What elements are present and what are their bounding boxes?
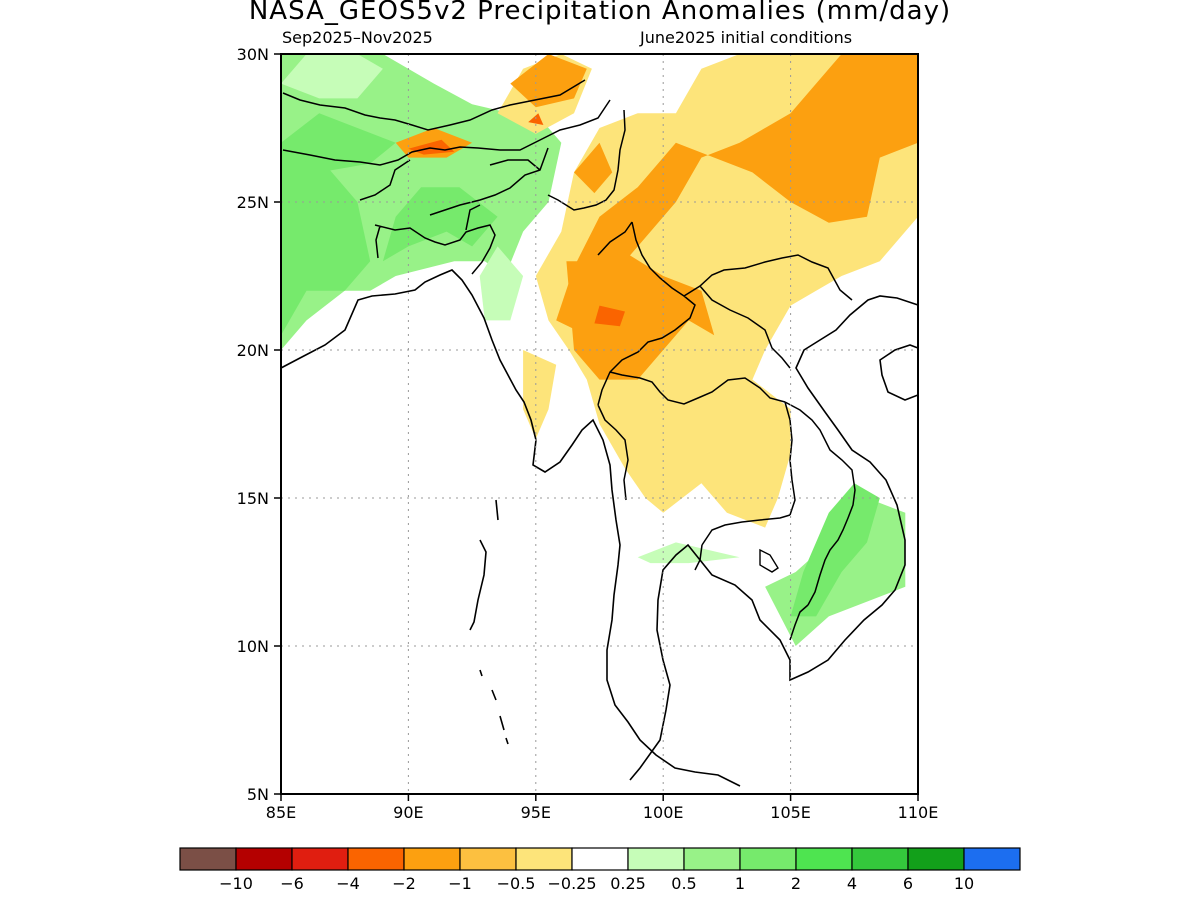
colorbar-label: 1 [735, 874, 745, 893]
anomaly-region-2 [479, 246, 524, 321]
colorbar-label: 0.5 [671, 874, 696, 893]
plot-border [280, 53, 919, 795]
colorbar: −10 −6 −4 −2 −1 −0.5 −0.25 0.25 0.5 1 2 4 6 10 [179, 847, 1021, 893]
colorbar-swatch [627, 847, 685, 871]
colorbar-swatch [179, 847, 237, 871]
lat-tick-label: 15N [237, 489, 269, 508]
border-lines [282, 79, 856, 641]
colorbar-swatch [459, 847, 517, 871]
anomaly-region-5 [281, 113, 396, 173]
anomaly-region-10 [523, 350, 557, 439]
lat-tick-label: 20N [237, 341, 269, 360]
lon-tick-label: 95E [521, 803, 551, 822]
colorbar-label: 6 [903, 874, 913, 893]
anomaly-region-19 [528, 113, 544, 125]
colorbar-swatch [963, 847, 1021, 871]
colorbar-swatch [907, 847, 965, 871]
anomaly-region-13 [566, 252, 715, 380]
map-frame: 85E 90E 95E 100E 105E 110E 5N 10N 15N 20N 25N 30N [237, 45, 939, 822]
anomaly-region-4 [382, 187, 498, 262]
colorbar-swatch [571, 847, 629, 871]
colorbar-label: −0.5 [497, 874, 536, 893]
colorbar-swatch [235, 847, 293, 871]
anomaly-region-1 [281, 54, 383, 99]
lon-tick-label: 85E [266, 803, 296, 822]
colorbar-swatch [739, 847, 797, 871]
colorbar-label: −6 [280, 874, 304, 893]
coastline-nicobar-islands [491, 689, 509, 745]
colorbar-label: 2 [791, 874, 801, 893]
anomaly-region-17 [594, 305, 625, 327]
anomaly-region-7 [790, 483, 880, 617]
anomaly-region-16 [574, 142, 613, 194]
lat-tick-label: 5N [247, 785, 269, 804]
colorbar-label: −2 [392, 874, 416, 893]
colorbar-label: −10 [219, 874, 253, 893]
country-borders-layer [282, 79, 856, 641]
lat-tick-label: 30N [237, 45, 269, 64]
coastline-andaman-islands [469, 499, 499, 677]
colorbar-swatch [291, 847, 349, 871]
colorbar-swatch [347, 847, 405, 871]
lon-tick-label: 90E [393, 803, 423, 822]
colorbar-label: −4 [336, 874, 360, 893]
colorbar-swatch [795, 847, 853, 871]
colorbar-label: −1 [448, 874, 472, 893]
coastline-mainland [280, 269, 919, 787]
anomaly-region-3 [281, 142, 371, 336]
coastline-layer [280, 269, 919, 787]
initial-conditions-label: June2025 initial conditions [640, 28, 853, 47]
anomaly-region-12 [556, 54, 918, 336]
colorbar-label: −0.25 [547, 874, 596, 893]
lon-tick-label: 105E [770, 803, 811, 822]
lat-tick-label: 10N [237, 637, 269, 656]
forecast-period: Sep2025–Nov2025 [282, 28, 433, 47]
coastline-hainan [879, 344, 919, 401]
lon-tick-label: 110E [898, 803, 939, 822]
colorbar-swatch [403, 847, 461, 871]
colorbar-swatch [683, 847, 741, 871]
map-title: NASA_GEOS5v2 Precipitation Anomalies (mm… [248, 0, 952, 26]
colorbar-swatch [851, 847, 909, 871]
lon-tick-label: 100E [643, 803, 684, 822]
anomaly-region-14 [510, 54, 587, 108]
colorbar-label: 4 [847, 874, 857, 893]
lat-tick-label: 25N [237, 193, 269, 212]
colorbar-label: 0.25 [610, 874, 646, 893]
coastline-tonle-sap [759, 548, 779, 573]
colorbar-swatch [515, 847, 573, 871]
anomaly-fill-layer [281, 54, 918, 646]
anomaly-region-8 [637, 542, 740, 564]
colorbar-label: 10 [954, 874, 974, 893]
